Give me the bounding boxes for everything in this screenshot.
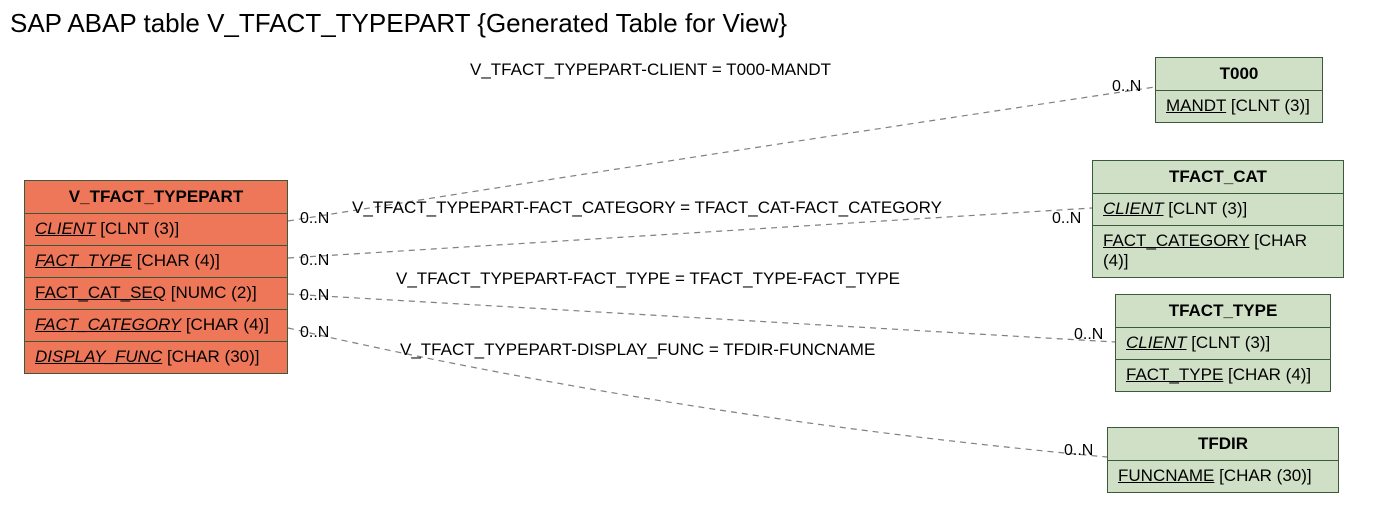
field-type: [CLNT (3)]	[1163, 199, 1247, 218]
field-name: FACT_CAT_SEQ	[35, 283, 166, 302]
entity-field: CLIENT [CLNT (3)]	[25, 214, 287, 246]
entity-field: FUNCNAME [CHAR (30)]	[1108, 461, 1338, 492]
entity-header: TFACT_TYPE	[1116, 295, 1330, 328]
entity-field: FACT_CATEGORY [CHAR (4)]	[1093, 226, 1343, 277]
field-type: [CHAR (4)]	[132, 251, 220, 270]
cardinality-left: 0..N	[300, 210, 329, 228]
entity-field: FACT_TYPE [CHAR (4)]	[1116, 360, 1330, 391]
field-type: [NUMC (2)]	[166, 283, 257, 302]
field-name: CLIENT	[1126, 333, 1186, 352]
field-name: MANDT	[1166, 96, 1226, 115]
entity-tfact_type: TFACT_TYPECLIENT [CLNT (3)]FACT_TYPE [CH…	[1115, 294, 1331, 392]
entity-v_tfact_typepart: V_TFACT_TYPEPARTCLIENT [CLNT (3)]FACT_TY…	[24, 180, 288, 374]
field-name: DISPLAY_FUNC	[35, 347, 162, 366]
entity-field: CLIENT [CLNT (3)]	[1116, 328, 1330, 360]
field-type: [CHAR (4)]	[1223, 365, 1311, 384]
field-name: FUNCNAME	[1118, 466, 1214, 485]
entity-header: TFACT_CAT	[1093, 161, 1343, 194]
cardinality-left: 0..N	[300, 252, 329, 270]
cardinality-right: 0..N	[1052, 210, 1081, 228]
cardinality-left: 0..N	[300, 324, 329, 342]
field-type: [CHAR (30)]	[162, 347, 259, 366]
entity-header: T000	[1156, 58, 1322, 91]
field-name: FACT_CATEGORY	[1103, 231, 1249, 250]
field-name: CLIENT	[1103, 199, 1163, 218]
entity-header: TFDIR	[1108, 428, 1338, 461]
entity-header: V_TFACT_TYPEPART	[25, 181, 287, 214]
entity-tfact_cat: TFACT_CATCLIENT [CLNT (3)]FACT_CATEGORY …	[1092, 160, 1344, 278]
cardinality-left: 0..N	[300, 287, 329, 305]
entity-field: DISPLAY_FUNC [CHAR (30)]	[25, 342, 287, 373]
field-name: FACT_TYPE	[1126, 365, 1223, 384]
field-name: CLIENT	[35, 219, 95, 238]
edge-label: V_TFACT_TYPEPART-DISPLAY_FUNC = TFDIR-FU…	[400, 340, 875, 360]
entity-field: FACT_CATEGORY [CHAR (4)]	[25, 310, 287, 342]
cardinality-right: 0..N	[1064, 442, 1093, 460]
entity-field: CLIENT [CLNT (3)]	[1093, 194, 1343, 226]
field-name: FACT_TYPE	[35, 251, 132, 270]
entity-field: MANDT [CLNT (3)]	[1156, 91, 1322, 122]
cardinality-right: 0..N	[1074, 326, 1103, 344]
field-type: [CHAR (30)]	[1214, 466, 1311, 485]
edge-label: V_TFACT_TYPEPART-FACT_CATEGORY = TFACT_C…	[352, 198, 942, 218]
page-title: SAP ABAP table V_TFACT_TYPEPART {Generat…	[10, 8, 787, 39]
edge-line	[288, 294, 1115, 342]
field-type: [CLNT (3)]	[1226, 96, 1310, 115]
field-type: [CLNT (3)]	[1186, 333, 1270, 352]
field-name: FACT_CATEGORY	[35, 315, 181, 334]
entity-t000: T000MANDT [CLNT (3)]	[1155, 57, 1323, 123]
field-type: [CLNT (3)]	[95, 219, 179, 238]
cardinality-right: 0..N	[1112, 78, 1141, 96]
entity-field: FACT_TYPE [CHAR (4)]	[25, 246, 287, 278]
entity-field: FACT_CAT_SEQ [NUMC (2)]	[25, 278, 287, 310]
edge-label: V_TFACT_TYPEPART-CLIENT = T000-MANDT	[470, 60, 831, 80]
edge-label: V_TFACT_TYPEPART-FACT_TYPE = TFACT_TYPE-…	[396, 269, 900, 289]
field-type: [CHAR (4)]	[181, 315, 269, 334]
entity-tfdir: TFDIRFUNCNAME [CHAR (30)]	[1107, 427, 1339, 493]
